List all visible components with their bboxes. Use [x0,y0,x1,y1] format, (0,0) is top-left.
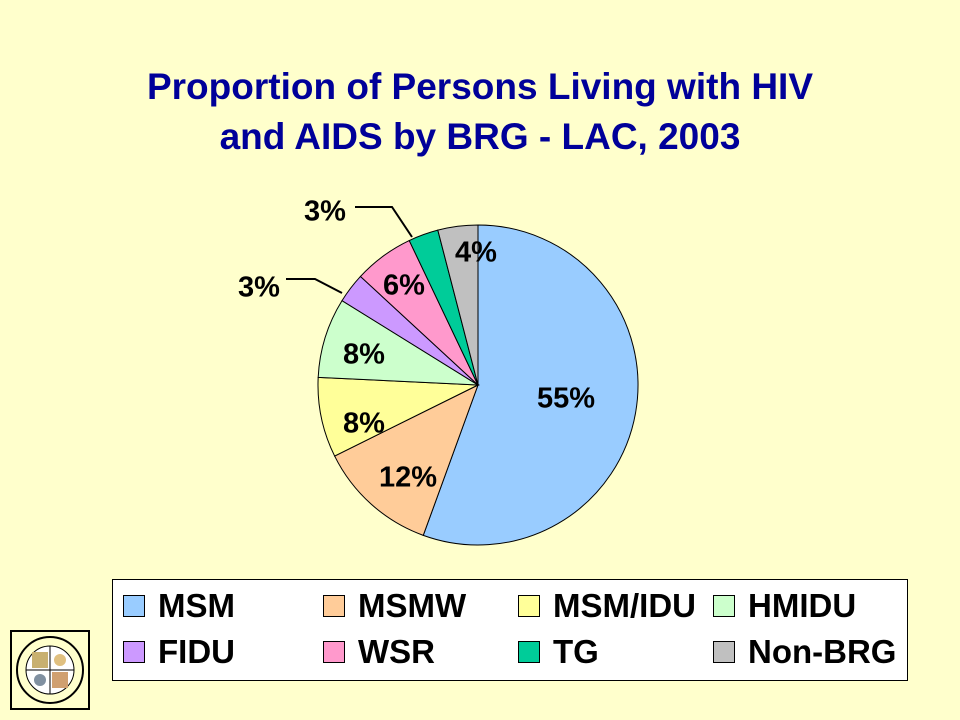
legend-label-msm-idu: MSM/IDU [553,587,696,624]
legend-entry-msm: MSM [123,586,235,626]
chart-legend: MSM MSMW MSM/IDU HMIDU FIDU WSR TG Non-BRG [112,579,908,681]
data-label-msm-idu: 8% [343,408,385,440]
legend-swatch-wsr [323,641,345,663]
legend-entry-wsr: WSR [323,632,435,672]
data-label-hmidu: 8% [343,339,385,371]
data-label-fidu: 3% [238,272,280,304]
data-label-non-brg: 4% [455,237,497,269]
legend-swatch-fidu [123,641,145,663]
legend-label-fidu: FIDU [158,633,235,670]
legend-label-msmw: MSMW [358,587,467,624]
chart-title-line-2: and AIDS by BRG - LAC, 2003 [219,116,741,157]
chart-title: Proportion of Persons Living with HIV an… [0,62,960,162]
legend-label-wsr: WSR [358,633,435,670]
data-label-msmw: 12% [379,462,437,494]
legend-label-hmidu: HMIDU [748,587,857,624]
legend-entry-hmidu: HMIDU [713,586,856,626]
leader-line-fidu [286,278,343,294]
data-label-tg: 3% [304,196,346,228]
legend-swatch-tg [518,641,540,663]
leader-line-tg [355,206,413,238]
legend-swatch-non-brg [713,641,735,663]
data-label-msm: 55% [537,383,595,415]
legend-label-non-brg: Non-BRG [748,633,897,670]
legend-swatch-hmidu [713,595,735,617]
pie-slice-msmw [333,383,479,536]
legend-swatch-msmw [323,595,345,617]
legend-entry-msmw: MSMW [323,586,466,626]
data-label-wsr: 6% [383,270,425,302]
legend-label-msm: MSM [158,587,235,624]
legend-swatch-msm-idu [518,595,540,617]
pie-slice-msm [422,224,639,546]
legend-label-tg: TG [553,633,599,670]
legend-entry-msm-idu: MSM/IDU [518,586,696,626]
chart-title-line-1: Proportion of Persons Living with HIV [146,66,814,107]
pie-slice-non-brg [437,224,479,386]
legend-entry-non-brg: Non-BRG [713,632,896,672]
seal-icon [16,636,84,704]
legend-swatch-msm [123,595,145,617]
legend-entry-tg: TG [518,632,599,672]
county-seal-logo [10,630,90,710]
legend-entry-fidu: FIDU [123,632,235,672]
